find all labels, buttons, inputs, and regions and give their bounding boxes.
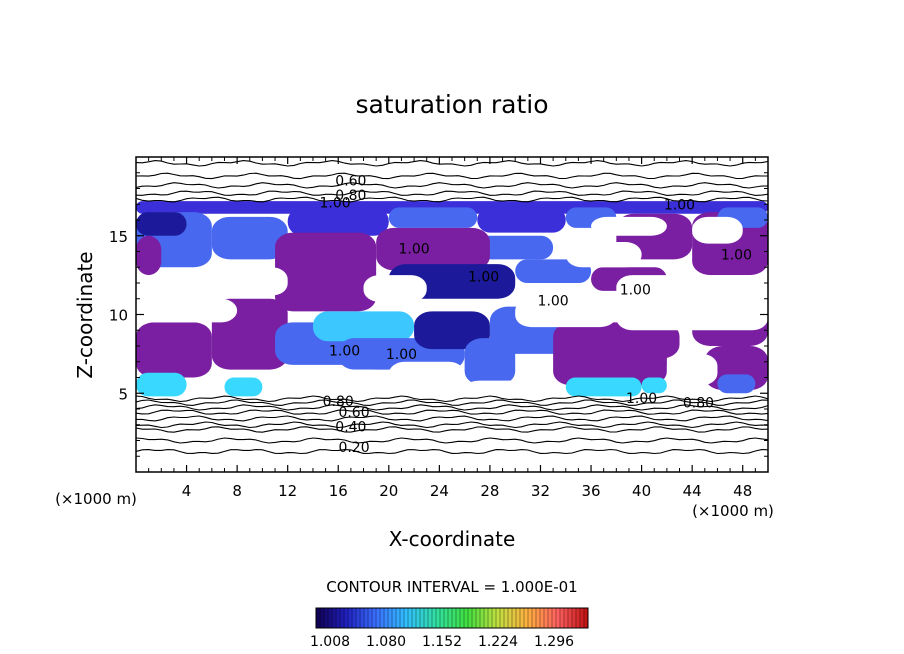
unsaturated-gap xyxy=(464,380,554,394)
supersaturated-region xyxy=(477,207,566,233)
supersaturated-region xyxy=(641,377,667,394)
supersaturated-region xyxy=(136,322,212,378)
contour-lines xyxy=(136,160,768,455)
supersaturated-region xyxy=(376,227,490,271)
contour-line xyxy=(136,426,768,433)
unsaturated-gap xyxy=(666,353,718,386)
contour-label: 1.00 xyxy=(626,391,657,407)
x-axis-label: X-coordinate xyxy=(389,527,516,551)
colorbar-ticks: 1.008 1.080 1.152 1.224 1.296 xyxy=(310,634,574,650)
supersaturated-region xyxy=(414,311,490,350)
contour-label: 1.00 xyxy=(721,248,752,264)
contour-interval-label: CONTOUR INTERVAL = 1.000E-01 xyxy=(326,578,577,596)
contour-line xyxy=(136,421,768,429)
contour-label: 0.80 xyxy=(335,188,366,204)
contour-line xyxy=(136,399,768,406)
supersaturated-region xyxy=(515,259,592,283)
x-tick-label: 32 xyxy=(531,482,550,500)
contour-label: 1.00 xyxy=(398,241,429,257)
contour-label: 0.80 xyxy=(683,396,714,412)
y-tick-label: 15 xyxy=(109,228,128,246)
supersaturated-region xyxy=(136,372,187,397)
contour-label: 0.40 xyxy=(335,419,366,435)
contour-label: 1.00 xyxy=(620,282,651,298)
unsaturated-gap xyxy=(616,275,768,331)
y-axis-ticks: 5 10 15 xyxy=(109,172,768,457)
contour-label: 1.00 xyxy=(319,196,350,212)
x-axis-ticks: 4 8 12 16 20 24 28 32 36 40 44 48 xyxy=(148,157,756,500)
x-tick-label: 16 xyxy=(329,482,348,500)
chart-title: saturation ratio xyxy=(355,90,548,119)
y-tick-label: 5 xyxy=(118,385,128,403)
supersaturated-region xyxy=(388,207,478,228)
supersaturated-region xyxy=(136,212,187,236)
contour-line xyxy=(136,395,768,403)
unsaturated-gap xyxy=(388,361,465,394)
unsaturated-gap xyxy=(363,275,427,302)
contour-line xyxy=(136,415,768,422)
contour-label: 1.00 xyxy=(538,293,569,309)
colorbar-tick-label: 1.152 xyxy=(422,634,462,650)
supersaturated-region xyxy=(717,374,756,394)
contour-line xyxy=(136,404,768,411)
x-tick-label: 4 xyxy=(182,482,192,500)
contour-line xyxy=(136,409,768,415)
x-tick-label: 40 xyxy=(632,482,651,500)
colorbar-tick-label: 1.008 xyxy=(310,634,350,650)
contour-labels: 0.600.801.00 1.001.00 1.001.001.001.001.00… xyxy=(319,174,751,456)
contour-label: 1.00 xyxy=(468,270,499,286)
x-tick-label: 44 xyxy=(683,482,702,500)
x-tick-label: 8 xyxy=(232,482,242,500)
y-axis-label: Z-coordinate xyxy=(73,251,97,378)
x-unit-label-right: (×1000 m) xyxy=(692,502,774,520)
supersaturated-region xyxy=(136,235,162,276)
contour-label: 0.20 xyxy=(338,440,369,456)
contour-label: 0.80 xyxy=(323,394,354,410)
contour-label: 1.00 xyxy=(329,344,360,360)
unsaturated-gap xyxy=(591,216,667,236)
unsaturated-gap xyxy=(515,298,617,328)
x-tick-label: 28 xyxy=(480,482,499,500)
unsaturated-gap xyxy=(565,242,642,268)
x-tick-label: 12 xyxy=(278,482,297,500)
x-tick-label: 24 xyxy=(430,482,449,500)
supersaturated-region xyxy=(224,377,263,397)
x-unit-label-left: (×1000 m) xyxy=(55,490,137,508)
contour-label: 1.00 xyxy=(386,347,417,363)
contour-line xyxy=(136,448,768,455)
supersaturated-region xyxy=(565,377,642,397)
contour-line xyxy=(136,182,768,189)
contour-line xyxy=(136,196,768,203)
supersaturated-region xyxy=(603,322,680,359)
x-tick-label: 48 xyxy=(733,482,752,500)
supersaturated-region xyxy=(275,232,377,312)
supersaturated-region xyxy=(211,216,288,260)
colorbar-tick-label: 1.224 xyxy=(478,634,518,650)
y-tick-label: 10 xyxy=(109,307,128,325)
supersaturated-region xyxy=(312,311,415,342)
saturation-field xyxy=(136,201,768,397)
unsaturated-gap xyxy=(136,298,238,323)
colorbar xyxy=(316,608,588,628)
contour-label: 0.60 xyxy=(338,405,369,421)
colorbar-tick-label: 1.296 xyxy=(534,634,574,650)
contour-label: 0.60 xyxy=(335,174,366,190)
colorbar-tick-label: 1.080 xyxy=(366,634,406,650)
contour-line xyxy=(136,172,768,180)
contour-line xyxy=(136,160,768,167)
unsaturated-gap xyxy=(692,216,743,244)
unsaturated-gap xyxy=(186,267,288,296)
colorbar-frame xyxy=(315,607,589,629)
contour-line xyxy=(136,190,768,196)
contour-label: 1.00 xyxy=(664,197,695,213)
unsaturated-gap xyxy=(300,369,389,394)
x-tick-label: 36 xyxy=(581,482,600,500)
supersaturated-region xyxy=(287,207,389,236)
x-tick-label: 20 xyxy=(379,482,398,500)
contour-line xyxy=(136,437,768,444)
